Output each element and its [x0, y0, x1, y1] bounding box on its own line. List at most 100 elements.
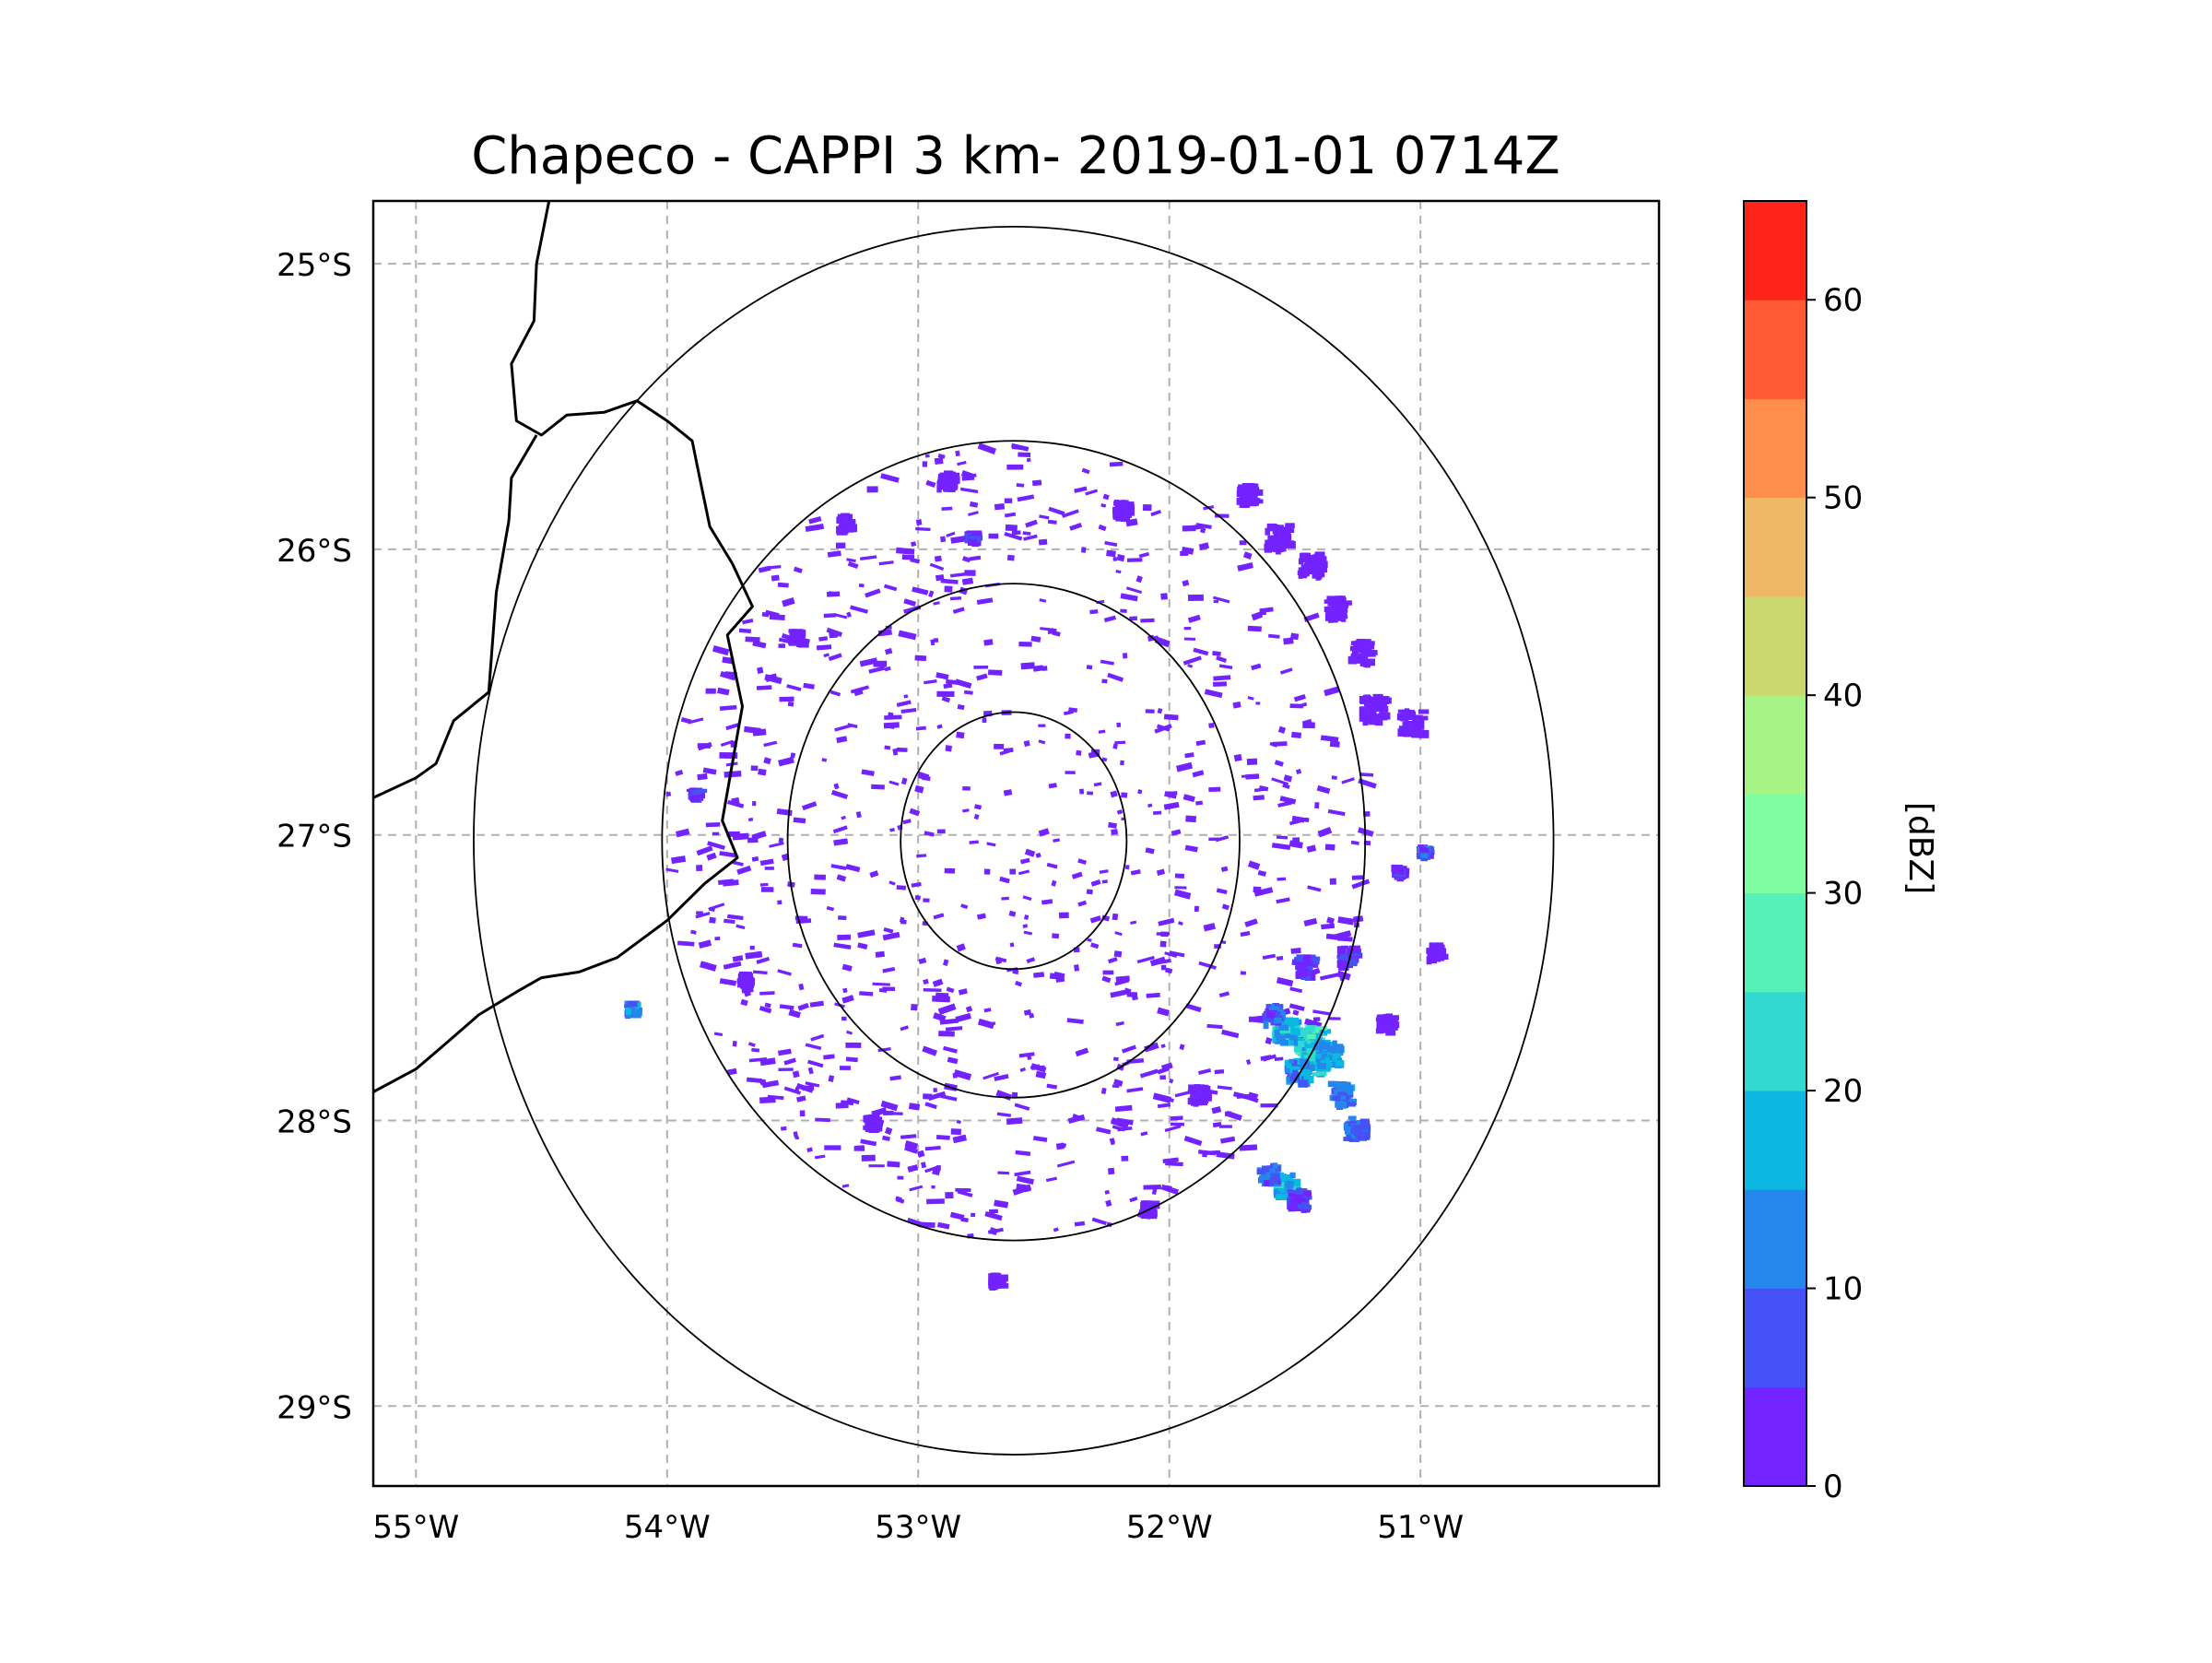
echo-speck [1253, 887, 1274, 897]
echo-cell [870, 1122, 878, 1126]
echo-speck [1283, 637, 1294, 645]
echo-speck [806, 1147, 813, 1153]
echo-cell [1306, 1033, 1316, 1040]
echo-speck [696, 911, 703, 915]
echo-speck [1106, 549, 1116, 558]
echo-cell [1119, 501, 1127, 510]
echo-speck [760, 887, 774, 892]
echo-speck [950, 535, 968, 544]
echo-cell [1291, 1073, 1300, 1080]
lon-tick-label: 51°W [1377, 1509, 1464, 1546]
map-background [373, 201, 1659, 1486]
echo-speck [1065, 733, 1071, 739]
echo-speck [1184, 844, 1198, 853]
echo-cell [1312, 1072, 1319, 1077]
echo-speck [882, 1135, 890, 1142]
echo-speck [947, 1056, 959, 1065]
echo-cell [1321, 1029, 1331, 1034]
echo-cell [1340, 1093, 1347, 1100]
echo-speck [1185, 1003, 1202, 1013]
echo-speck [719, 978, 737, 986]
echo-cell [627, 1000, 638, 1008]
echo-speck [1184, 752, 1194, 759]
colorbar-segment [1744, 794, 1806, 894]
echo-speck [764, 867, 774, 870]
echo-cell [839, 521, 849, 527]
echo-speck [1173, 889, 1192, 900]
echo-speck [1126, 991, 1138, 997]
echo-speck [712, 645, 730, 656]
echo-cell [1272, 1002, 1279, 1008]
colorbar-tick-label: 30 [1823, 876, 1863, 913]
echo-speck [1160, 931, 1169, 938]
echo-speck [1080, 547, 1087, 553]
echo-speck [1279, 796, 1297, 805]
echo-speck [1124, 865, 1130, 870]
echo-speck [1098, 729, 1106, 734]
echo-cell [1247, 497, 1256, 503]
echo-cell [1378, 1014, 1386, 1020]
echo-speck [1129, 1196, 1138, 1203]
echo-speck [1136, 955, 1155, 964]
echo-speck [1279, 667, 1293, 675]
echo-cell [1315, 1057, 1327, 1063]
echo-speck [868, 1164, 885, 1168]
echo-speck [1183, 1135, 1203, 1147]
echo-cell [1241, 494, 1249, 499]
echo-speck [889, 827, 896, 832]
echo-speck [868, 666, 886, 674]
echo-speck [1077, 900, 1088, 907]
echo-cell [1265, 1168, 1275, 1174]
echo-cell [1335, 1101, 1347, 1109]
colorbar-tick-label: 10 [1823, 1271, 1863, 1308]
echo-cell [1338, 596, 1346, 602]
echo-speck [837, 934, 852, 940]
echo-cell [1380, 712, 1388, 719]
lon-tick-label: 53°W [875, 1509, 961, 1546]
echo-speck [1031, 479, 1042, 487]
echo-speck [1116, 1117, 1134, 1126]
echo-speck [1159, 940, 1167, 948]
echo-speck [702, 767, 717, 775]
echo-speck [846, 611, 852, 618]
echo-speck [935, 992, 949, 997]
echo-cell [1240, 488, 1251, 493]
echo-cell [1248, 492, 1258, 501]
echo-speck [994, 503, 1006, 511]
echo-speck [952, 607, 965, 614]
echo-speck [1319, 973, 1338, 981]
echo-speck [1218, 991, 1230, 998]
echo-speck [880, 1100, 899, 1112]
echo-cell [1252, 497, 1259, 503]
echo-speck [865, 588, 881, 598]
echo-speck [763, 740, 778, 748]
echo-speck [826, 905, 835, 912]
echo-speck [1112, 1056, 1119, 1061]
echo-speck [1337, 916, 1355, 926]
echo-speck [736, 865, 752, 876]
echo-speck [892, 748, 899, 756]
echo-speck [1114, 931, 1123, 937]
echo-cell [1409, 709, 1415, 715]
echo-speck [1351, 879, 1371, 890]
echo-speck [1122, 653, 1128, 659]
echo-speck [713, 1032, 724, 1037]
echo-speck [726, 1067, 737, 1076]
echo-speck [752, 640, 767, 649]
echo-speck [1116, 809, 1124, 815]
echo-speck [1047, 519, 1057, 525]
echo-cell [1352, 949, 1360, 954]
echo-speck [1075, 1047, 1089, 1057]
echo-speck [1039, 598, 1047, 603]
echo-speck [915, 518, 923, 526]
echo-cell [1271, 524, 1279, 530]
echo-speck [1240, 930, 1251, 938]
echo-speck [1174, 873, 1185, 879]
echo-speck [911, 541, 917, 548]
echo-speck [1104, 540, 1118, 548]
echo-speck [1327, 808, 1346, 817]
echo-speck [732, 1040, 737, 1047]
echo-cell [634, 1001, 641, 1008]
echo-speck [845, 864, 861, 873]
echo-cell [1350, 1127, 1360, 1134]
